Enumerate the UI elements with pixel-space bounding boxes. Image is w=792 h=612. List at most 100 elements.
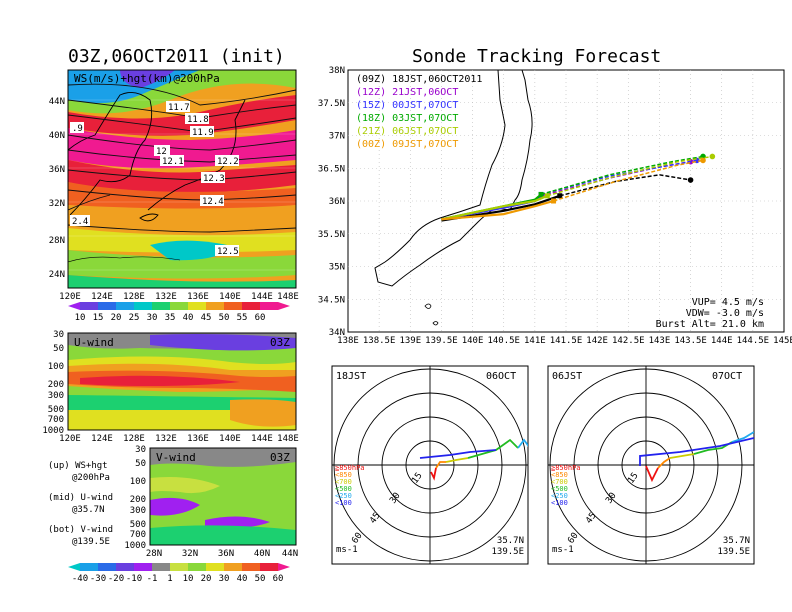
colorbar-cell [68,563,80,571]
track-params: VUP= 4.5 m/s VDW= -3.0 m/s Burst Alt= 21… [656,297,764,330]
right-title: Sonde Tracking Forecast [412,46,661,67]
x-tick-label: 139.5E [425,336,458,346]
landing-point [687,177,694,183]
lon-tick: 132E [155,434,177,444]
lon-tick: 148E [277,434,299,444]
colorbar-cell [98,563,116,571]
u-wind-frame [67,332,297,431]
hodo-right-time: 06JST [552,371,582,382]
series-descent-line [559,174,691,197]
contour-label: 12.1 [162,157,184,167]
series-descent-line [553,159,704,202]
hodo-left-lat: 35.7N [497,536,524,546]
colorbar-cell [152,302,170,310]
note-line: @139.5E [72,537,110,547]
y-tick-label: 35N [329,263,345,273]
contour-label: 11.7 [168,103,190,113]
contour-label: 11.8 [187,115,209,125]
series-descent-line [540,155,704,196]
lat-tick: 40N [254,549,270,559]
landing-point [709,153,716,160]
legend-level: <250 [335,492,352,500]
colorbar-label: 60 [273,574,284,584]
p-tick: 700 [130,530,146,540]
colorbar-label: 15 [93,313,104,323]
colorbar-label: 50 [255,574,266,584]
contour-label: 12.2 [217,157,239,167]
y-tick-label: 38N [329,66,345,76]
legend-entry-1: (12Z) 21JST,06OCT [356,87,458,98]
track-legend: (09Z) 18JST,06OCT2011 (12Z) 21JST,06OCT … [356,74,482,150]
v-wind-frame [149,447,297,546]
colorbar-label: -1 [147,574,158,584]
x-tick-label: 142.5E [612,336,645,346]
legend-level: <700 [335,478,352,486]
lon-tick: 140E [219,434,241,444]
lon-tick: 148E [277,292,299,302]
ws-map-title: WS(m/s)+hgt(km)@200hPa [74,72,220,85]
x-tick-label: 141E [524,336,546,346]
colorbar-cell [98,302,116,310]
hodo-right-rings [548,366,754,564]
legend-entry-0: (09Z) 18JST,06OCT2011 [356,74,482,85]
colorbar-cell [260,302,278,310]
lat-tick: 44N [49,97,65,107]
y-tick-label: 36.5N [318,164,345,174]
hodo-left-lon: 139.5E [491,547,524,557]
colorbar-label: 25 [129,313,140,323]
p-tick: 300 [48,391,64,401]
burst-point [538,191,544,197]
colorbar-cell [242,302,260,310]
colorbar-cell [206,563,224,571]
lat-tick: 32N [49,199,65,209]
lon-tick: 136E [187,292,209,302]
x-tick-label: 141.5E [550,336,583,346]
colorbar-label: 30 [147,313,158,323]
ws-map-frame [67,69,297,289]
ws-lat-ticks: 44N 40N 36N 32N 28N 24N [49,97,65,280]
legend-level: <850 [551,471,568,479]
lat-tick: 36N [49,165,65,175]
x-tick-label: 138.5E [363,336,396,346]
colorbar-cell [224,302,242,310]
track-coastline [374,70,533,326]
x-tick-label: 144.5E [737,336,770,346]
lon-tick: 120E [59,292,81,302]
lon-tick: 144E [251,292,273,302]
hodo-right-legend: ≧850hPa <850 <700 <500 <250 <100 [551,464,581,507]
contour-label: 12 [156,147,167,157]
colorbar-label: 55 [237,313,248,323]
v-wind-p-ticks: 30 50 100 200 300 500 700 1000 [124,445,146,551]
lat-tick: 36N [218,549,234,559]
u-wind-lon-ticks: 120E 124E 128E 132E 136E 140E 144E 148E [59,434,299,444]
colorbar-label: 40 [237,574,248,584]
legend-level: <500 [335,485,352,493]
y-tick-label: 34.5N [318,295,345,305]
series-ascent-line [441,194,548,221]
lon-tick: 128E [123,292,145,302]
hodo-right-date: 07OCT [712,371,742,382]
x-tick-label: 143E [649,336,671,346]
lon-tick: 124E [91,292,113,302]
colorbar-cell [260,563,278,571]
colorbar-label: 1 [167,574,172,584]
hodo-right-lon: 139.5E [717,547,750,557]
legend-level: <100 [551,499,568,507]
y-tick-label: 37N [329,132,345,142]
x-tick-label: 142E [586,336,608,346]
p-tick: 300 [130,506,146,516]
ws-lon-ticks: 120E 124E 128E 132E 136E 140E 144E 148E [59,292,299,302]
legend-level: <250 [551,492,568,500]
legend-entry-5: (00Z) 09JST,07OCT [356,139,458,150]
legend-entry-2: (15Z) 00JST,07OCT [356,100,458,111]
track-grid: 138E 138.5E 139E 139.5E 140E 140.5E 141E 141.5E… [318,66,792,346]
colorbar-label: 35 [165,313,176,323]
p-tick: 30 [135,445,146,455]
u-wind-time: 03Z [270,336,290,349]
note-line: (up) WS+hgt [48,461,108,471]
param-vdw: VDW= -3.0 m/s [686,308,764,319]
contour-label: .9 [72,124,83,134]
y-tick-label: 34N [329,328,345,338]
ws-colorbar: 10 15 20 25 30 35 40 45 50 55 60 [68,302,290,323]
y-tick-label: 37.5N [318,99,345,109]
